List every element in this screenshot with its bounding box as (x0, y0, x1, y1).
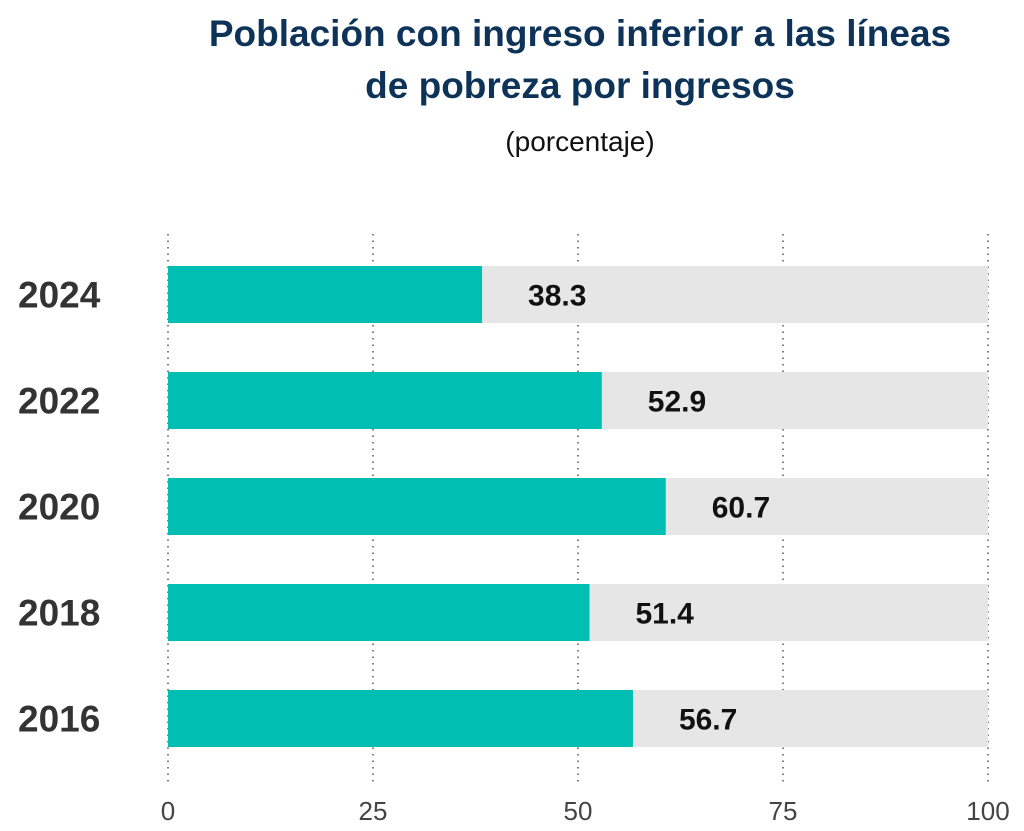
x-axis-ticks: 0 25 50 75 100 (161, 796, 1010, 826)
category-label: 2018 (18, 593, 100, 634)
value-label: 60.7 (712, 492, 770, 525)
chart-title-line-2: de pobreza por ingresos (365, 65, 795, 106)
value-label: 38.3 (528, 280, 586, 313)
bar-2022 (168, 372, 602, 429)
value-label: 52.9 (648, 386, 706, 419)
x-tick-label: 25 (359, 796, 388, 826)
chart-title-line-1: Población con ingreso inferior a las lín… (208, 13, 952, 54)
category-label: 2024 (18, 275, 101, 316)
bar-2018 (168, 584, 590, 641)
bar-2020 (168, 478, 666, 535)
value-label: 51.4 (635, 598, 694, 631)
bar-2016 (168, 690, 633, 747)
category-label: 2016 (18, 699, 100, 740)
category-label: 2022 (18, 381, 100, 422)
bar-2024 (168, 266, 483, 323)
value-label: 56.7 (679, 704, 737, 737)
x-tick-label: 50 (564, 796, 593, 826)
x-tick-label: 100 (966, 796, 1009, 826)
x-tick-label: 0 (161, 796, 175, 826)
category-label: 2020 (18, 487, 100, 528)
bars: 2024 38.3 2022 52.9 2020 60.7 2018 51.4 2016 56.7 (18, 266, 988, 747)
chart-title: Población con ingreso inferior a las lín… (150, 8, 1010, 112)
chart-subtitle: (porcentaje) (505, 126, 655, 157)
x-tick-label: 75 (769, 796, 798, 826)
